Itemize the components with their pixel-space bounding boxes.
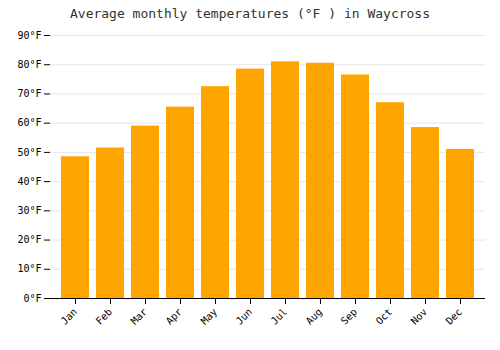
svg-text:30°F: 30°F: [17, 205, 41, 216]
svg-text:Jul: Jul: [269, 306, 290, 327]
svg-text:Mar: Mar: [129, 306, 150, 327]
svg-text:Jan: Jan: [59, 306, 80, 327]
svg-text:20°F: 20°F: [17, 234, 41, 245]
svg-text:Nov: Nov: [409, 306, 430, 327]
svg-text:10°F: 10°F: [17, 263, 41, 274]
svg-text:Apr: Apr: [164, 306, 185, 327]
svg-text:Aug: Aug: [304, 306, 325, 327]
svg-text:Jun: Jun: [234, 306, 255, 327]
svg-text:0°F: 0°F: [23, 293, 41, 304]
svg-text:Dec: Dec: [444, 306, 465, 327]
html-text:Average monthly temperatures (: Average monthly temperatures (°F ) in Wa…: [70, 6, 430, 21]
svg-text:May: May: [199, 306, 220, 327]
svg-text:70°F: 70°F: [17, 88, 41, 99]
svg-text:60°F: 60°F: [17, 117, 41, 128]
svg-text:Oct: Oct: [374, 306, 395, 327]
svg-text:50°F: 50°F: [17, 147, 41, 158]
svg-text:90°F: 90°F: [17, 30, 41, 41]
svg-text:Sep: Sep: [339, 306, 360, 327]
svg-text:40°F: 40°F: [17, 176, 41, 187]
svg-text:80°F: 80°F: [17, 59, 41, 70]
svg-text:Feb: Feb: [94, 306, 115, 327]
